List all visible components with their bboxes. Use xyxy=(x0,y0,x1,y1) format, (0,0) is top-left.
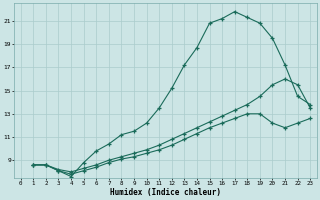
X-axis label: Humidex (Indice chaleur): Humidex (Indice chaleur) xyxy=(110,188,221,197)
